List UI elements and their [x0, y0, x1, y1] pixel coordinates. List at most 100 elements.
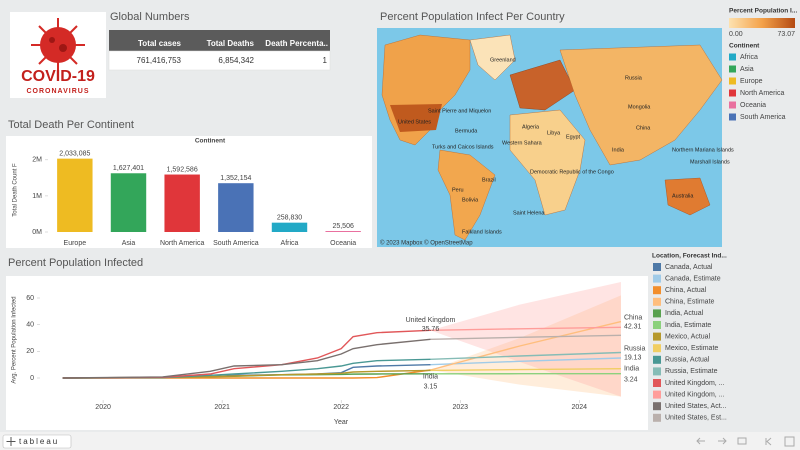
legend-swatch — [653, 413, 661, 422]
legend-label: South America — [740, 114, 786, 121]
legend-swatch — [653, 332, 661, 341]
forecast-interval — [430, 282, 621, 397]
table-header: Total Deaths — [207, 39, 255, 48]
legend-swatch — [653, 379, 661, 387]
legend-label: Europe — [740, 78, 763, 85]
table-cell: 761,416,753 — [137, 56, 182, 65]
undo[interactable] — [696, 437, 705, 445]
color-legend: Percent Population I... 0.00 73.07 — [729, 8, 797, 38]
y-tick-label: 0M — [32, 229, 42, 236]
annotation-label: India — [423, 374, 438, 381]
legend-swatch — [653, 390, 661, 399]
legend-label: Africa — [740, 54, 758, 61]
series-line — [62, 369, 431, 379]
map-label: Falkland Islands — [462, 229, 502, 235]
bar-header: Continent — [195, 138, 226, 145]
legend-swatch — [729, 113, 736, 121]
x-tick-label: 2022 — [333, 404, 349, 411]
map-label: Saint Pierre and Miquelon — [428, 108, 491, 114]
y-axis-label: Total Death Count F — [13, 163, 19, 217]
map-label: Egypt — [566, 134, 581, 140]
value-label: 1,592,586 — [167, 166, 198, 173]
legend-label: United Kingdom, ... — [665, 380, 725, 387]
bar — [164, 174, 200, 232]
map-label: United States — [398, 119, 431, 125]
charts: Continent Total Death Count F 0M 1M 2M 2,033,… — [12, 43, 786, 426]
map-label: Peru — [452, 187, 464, 193]
legend-label: Asia — [740, 66, 754, 73]
series-line — [62, 338, 431, 379]
map-label: Western Sahara — [502, 140, 543, 146]
map-label: Northern Mariana Islands — [672, 147, 734, 153]
table-cell: 6,854,342 — [218, 56, 254, 65]
numbers-table: Total cases Total Deaths Death Percenta.… — [108, 30, 331, 71]
redo[interactable] — [718, 437, 727, 445]
legend-swatch — [653, 263, 661, 271]
tableau-button[interactable] — [2, 434, 72, 449]
legend-min: 0.00 — [729, 31, 743, 38]
map-label: Algeria — [522, 124, 540, 130]
map-label: Libya — [547, 130, 561, 136]
map-label: Brazil — [482, 177, 496, 183]
fullscreen[interactable] — [784, 436, 795, 447]
map-label: Turks and Caicos Islands — [432, 144, 494, 150]
map-label: Australia — [672, 193, 694, 199]
x-tick-label: South America — [213, 240, 259, 247]
y-axis-label: Avg. Percent Population Infected — [12, 296, 18, 383]
x-tick-label: Africa — [281, 240, 299, 247]
annotation-value: 42.31 — [624, 323, 642, 330]
legend-label: United States, Act... — [665, 403, 727, 410]
legend-swatch — [653, 297, 661, 306]
legend-swatch — [729, 77, 736, 85]
legend-swatch — [653, 344, 661, 353]
bar-title: Total Death Per Continent — [8, 119, 134, 131]
legend-swatch — [653, 367, 661, 376]
table-header: Total cases — [138, 39, 182, 48]
revert[interactable] — [737, 437, 747, 445]
legend-title: Location, Forecast Ind... — [652, 253, 727, 260]
legend-swatch — [653, 309, 661, 318]
legend-label: Canada, Estimate — [665, 275, 721, 282]
logo-subtitle: CORONAVIRUS — [27, 88, 90, 95]
value-label: 258,830 — [277, 215, 302, 222]
legend-max: 73.07 — [777, 31, 795, 38]
legend-label: Mexico, Actual — [665, 333, 711, 340]
legend-swatch — [653, 274, 661, 283]
legend-label: India, Actual — [665, 310, 704, 317]
map-label: India — [612, 147, 625, 153]
legend-label: Russia, Actual — [665, 357, 710, 364]
series-line — [62, 358, 431, 379]
x-tick-label: 2021 — [214, 404, 230, 411]
y-tick-label: 40 — [26, 322, 34, 329]
map-label: Democratic Republic of the Congo — [530, 169, 614, 175]
map-label: Bolivia — [462, 197, 479, 203]
legend-label: United States, Est... — [665, 415, 727, 422]
x-tick-label: Europe — [64, 240, 87, 247]
x-tick-label: 2020 — [95, 404, 111, 411]
legend-label: India, Estimate — [665, 322, 711, 329]
value-label: 1,352,154 — [220, 175, 251, 182]
map-label: Mongolia — [628, 104, 651, 110]
plot-area — [62, 282, 622, 397]
legend-label: United Kingdom, ... — [665, 391, 725, 398]
value-label: 1,627,401 — [113, 165, 144, 172]
footer: tableau — [0, 432, 800, 450]
legend-swatch — [729, 89, 736, 97]
series-line — [430, 334, 621, 341]
annotation-label: United Kingdom — [406, 317, 456, 324]
pause[interactable] — [765, 437, 772, 446]
annotation-label: Russia — [624, 345, 646, 352]
legend-label: North America — [740, 90, 784, 97]
y-tick-label: 1M — [32, 193, 42, 200]
legend-label: Oceania — [740, 102, 766, 109]
x-tick-label: Asia — [122, 240, 136, 247]
legend-label: Canada, Actual — [665, 264, 713, 271]
series-line — [430, 351, 621, 361]
legend-swatch — [729, 53, 736, 61]
table-title: Global Numbers — [110, 11, 190, 23]
series-line — [430, 357, 621, 366]
series-line — [62, 329, 431, 379]
legend-label: Mexico, Estimate — [665, 345, 718, 352]
annotation-label: India — [624, 366, 639, 373]
legend-swatch — [653, 355, 661, 364]
